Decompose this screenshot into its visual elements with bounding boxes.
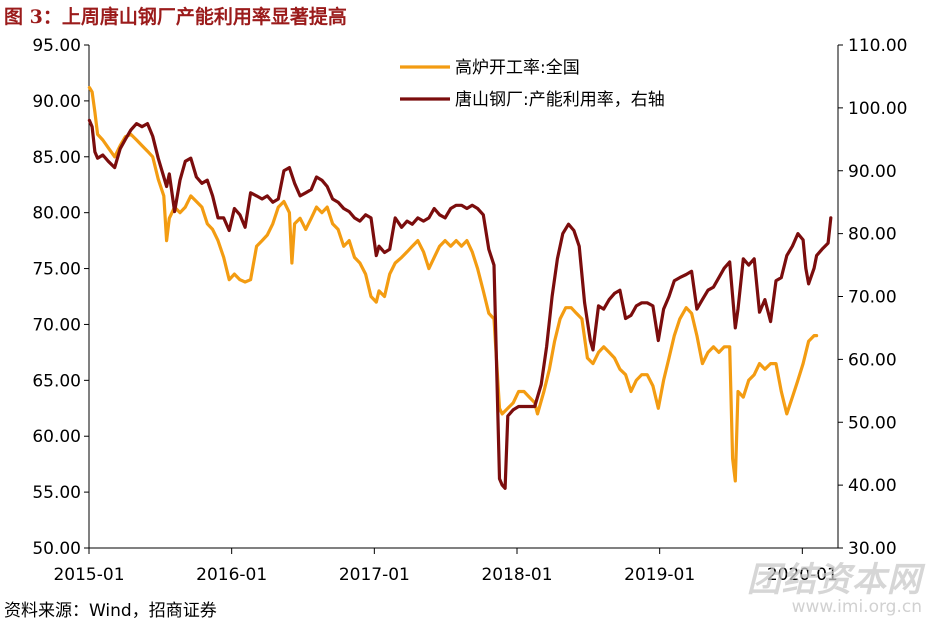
y-tick-label-right: 110.00 (848, 36, 907, 56)
legend-label-1: 高炉开工率:全国 (455, 58, 580, 78)
x-tick-label: 2018-01 (481, 565, 552, 585)
x-tick-label: 2019-01 (624, 565, 695, 585)
x-tick-label: 2016-01 (196, 565, 267, 585)
y-tick-label-left: 75.00 (32, 260, 81, 280)
y-tick-label-left: 70.00 (32, 315, 81, 335)
y-tick-label-right: 50.00 (848, 413, 897, 433)
axes: 95.00 90.00 85.00 80.00 75.00 70.00 65.00 60.00… (32, 36, 907, 585)
series-layer (87, 85, 833, 490)
y-tick-label-right: 60.00 (848, 350, 897, 370)
y-tick-label-left: 65.00 (32, 371, 81, 391)
y-tick-label-left: 95.00 (32, 36, 81, 56)
y-tick-label-right: 40.00 (848, 476, 897, 496)
series-line-2 (87, 118, 833, 490)
watermark-text: 团结资本网 (747, 560, 922, 600)
y-tick-label-left: 90.00 (32, 92, 81, 112)
y-tick-label-right: 90.00 (848, 162, 897, 182)
y-tick-label-left: 60.00 (32, 427, 81, 447)
y-tick-label-right: 30.00 (848, 539, 897, 559)
y-tick-label-left: 80.00 (32, 204, 81, 224)
y-tick-label-right: 80.00 (848, 225, 897, 245)
x-tick-label: 2017-01 (339, 565, 410, 585)
y-tick-label-left: 50.00 (32, 539, 81, 559)
x-tick-label: 2015-01 (53, 565, 124, 585)
series-line-1 (87, 85, 819, 483)
y-tick-label-left: 55.00 (32, 483, 81, 503)
x-tick-label: 2020-01 (767, 565, 838, 585)
source-note: 资料来源：Wind，招商证券 (4, 601, 217, 621)
watermark-url: www.imi.org.cn (791, 597, 922, 617)
y-tick-label-right: 70.00 (848, 288, 897, 308)
y-tick-label-right: 100.00 (848, 99, 907, 119)
y-tick-label-left: 85.00 (32, 148, 81, 168)
chart-title: 图 3：上周唐山钢厂产能利用率显著提高 (4, 6, 347, 28)
legend-label-2: 唐山钢厂:产能利用率，右轴 (455, 89, 665, 110)
watermark: 团结资本网 www.imi.org.cn (747, 552, 922, 617)
